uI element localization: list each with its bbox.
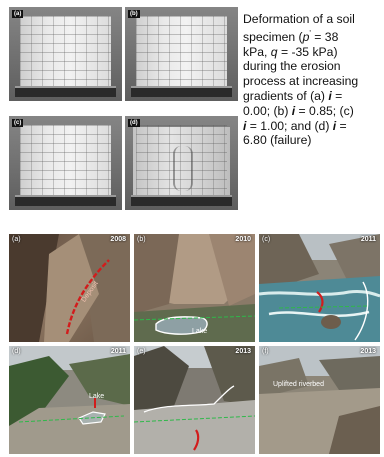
photo-d: Lake (d) 2011 [9, 346, 130, 454]
photo-a: Deposit (a) 2008 [9, 234, 130, 342]
photo-year: 2010 [235, 236, 251, 243]
figure-caption: Deformation of a soil specimen (p' = 38 … [243, 12, 359, 148]
photo-year: 2013 [235, 348, 251, 355]
lake-label: Lake [89, 393, 104, 400]
photo-year: 2013 [360, 348, 376, 355]
photo-year: 2008 [110, 236, 126, 243]
photo-label: (f) [262, 348, 269, 355]
panel-label: (c) [12, 119, 24, 127]
photo-year: 2011 [360, 236, 376, 243]
panel-label: (d) [128, 119, 140, 127]
lake-label: Lake [192, 328, 207, 335]
specimen-panel-a: (a) [9, 7, 122, 101]
uplifted-riverbed-label: Uplifted riverbed [273, 381, 324, 388]
photo-label: (b) [137, 236, 146, 243]
photo-f: Uplifted riverbed (f) 2013 [259, 346, 380, 454]
photo-label: (c) [262, 236, 271, 243]
photo-c: (c) 2011 [259, 234, 380, 342]
specimen-panel-b: (b) [125, 7, 238, 101]
photo-label: (d) [12, 348, 21, 355]
photo-b: Lake (b) 2010 [134, 234, 255, 342]
specimen-panel-d: (d) [125, 116, 238, 210]
photo-e: (e) 2013 [134, 346, 255, 454]
specimen-panel-c: (c) [9, 116, 122, 210]
photo-year: 2011 [110, 348, 126, 355]
photo-label: (a) [12, 236, 21, 243]
panel-label: (a) [12, 10, 24, 18]
panel-label: (b) [128, 10, 140, 18]
photo-label: (e) [137, 348, 146, 355]
